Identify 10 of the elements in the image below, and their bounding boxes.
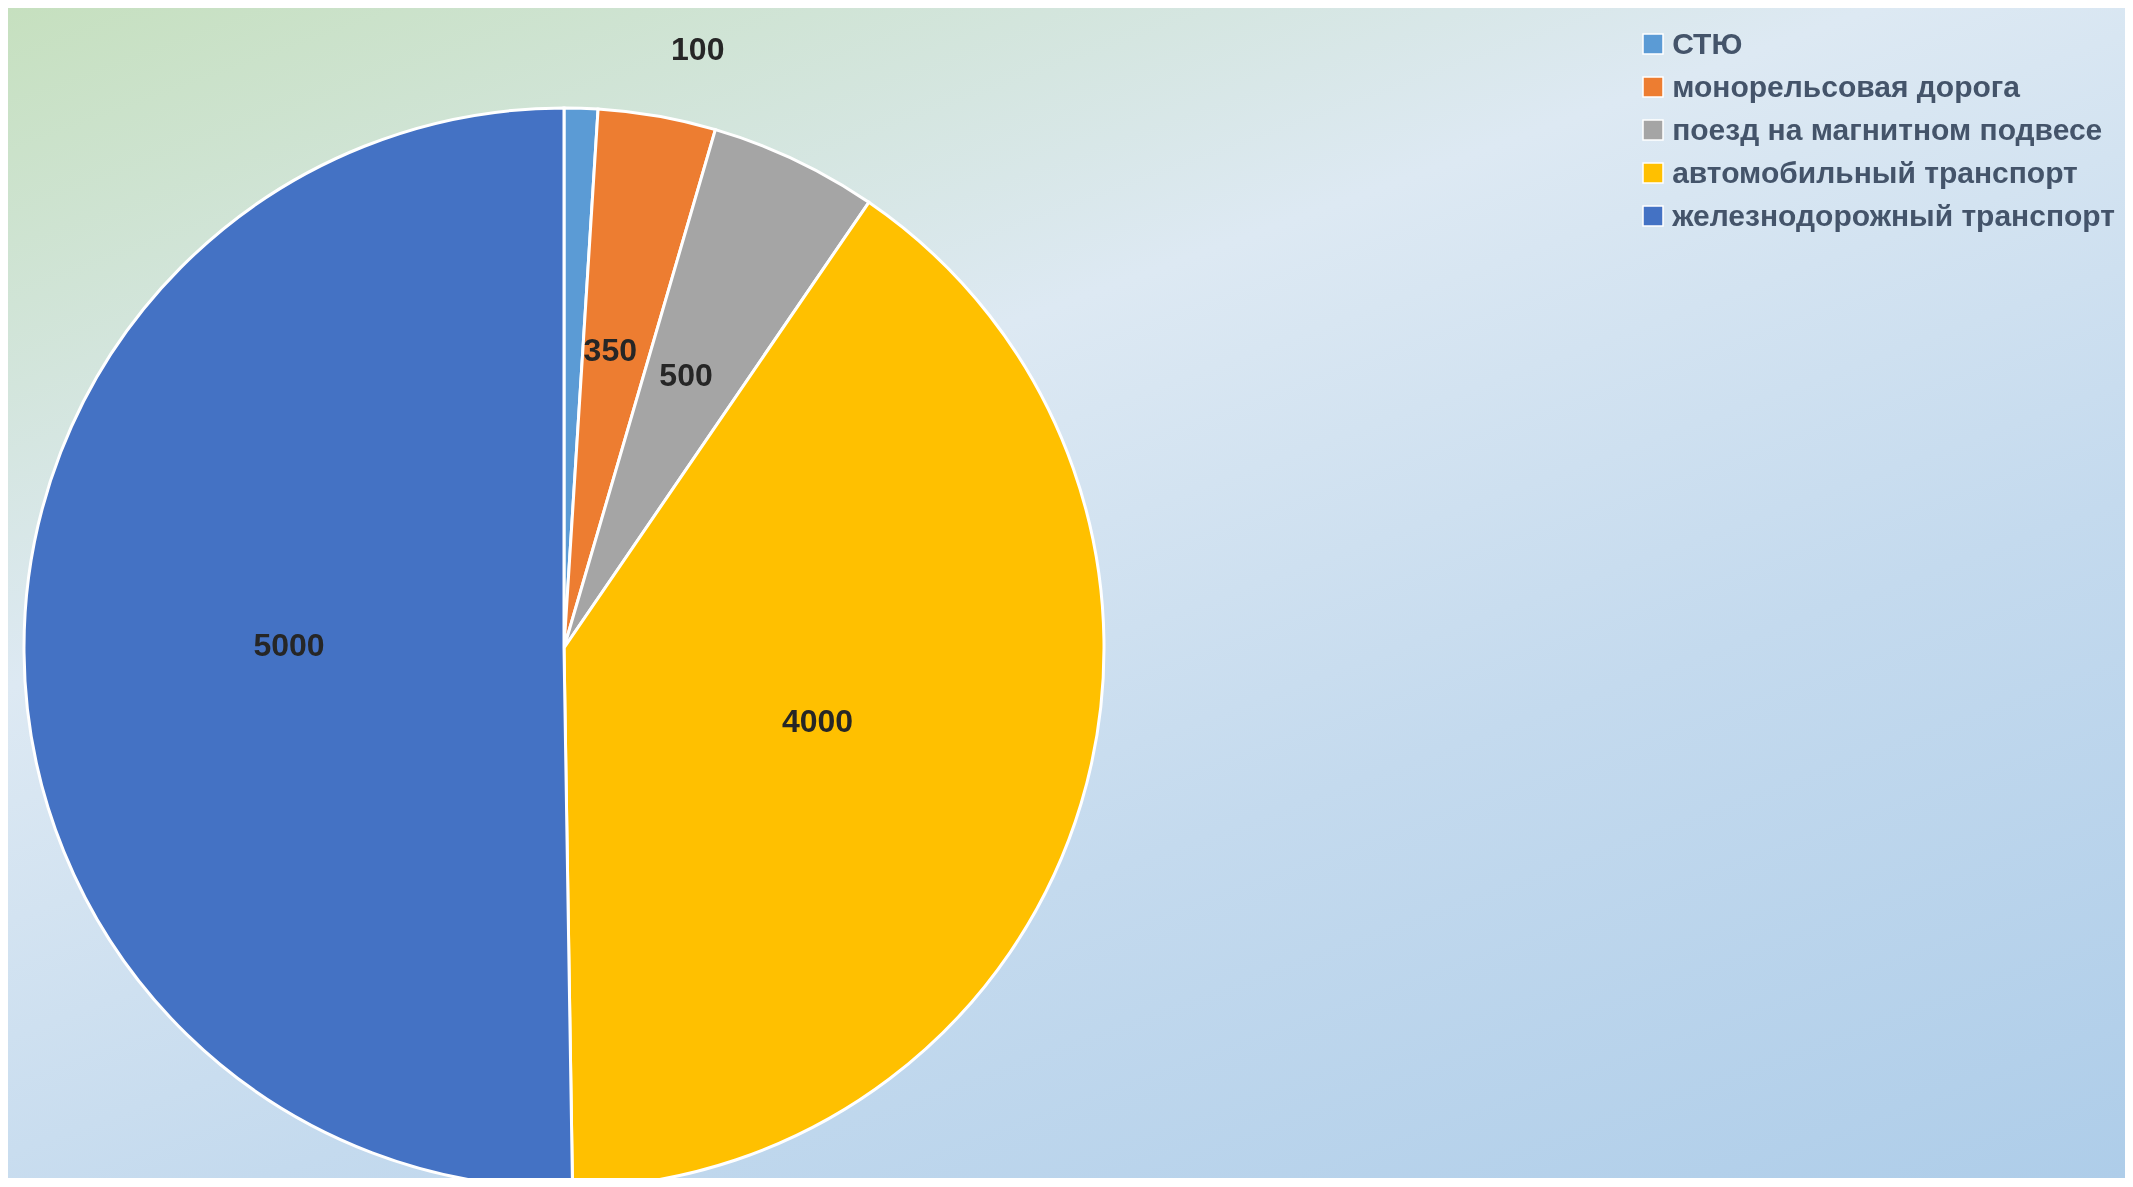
legend-label: СТЮ: [1672, 26, 1743, 62]
legend-label: автомобильный транспорт: [1672, 155, 2078, 191]
data-label: 350: [583, 332, 638, 369]
data-label: 4000: [781, 702, 854, 739]
legend-label: железнодорожный транспорт: [1672, 198, 2115, 234]
data-label: 100: [671, 31, 725, 68]
legend-label: монорельсовая дорога: [1672, 69, 2020, 105]
legend-label: поезд на магнитном подвесе: [1672, 112, 2103, 148]
data-label: 500: [659, 356, 713, 393]
data-label: 5000: [253, 627, 325, 664]
